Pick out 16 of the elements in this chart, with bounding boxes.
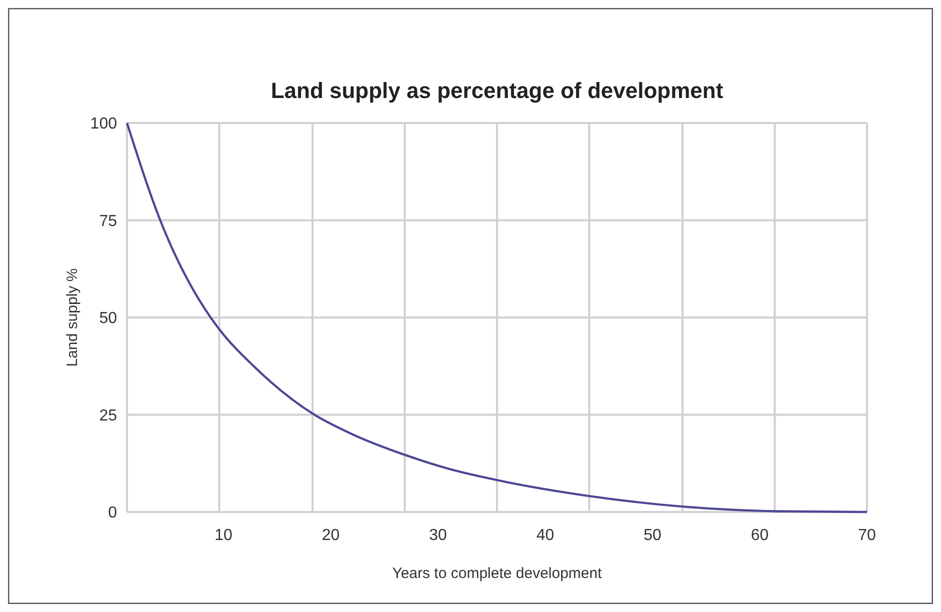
line-series <box>126 122 868 514</box>
x-tick-label: 70 <box>858 527 876 544</box>
x-tick-label: 50 <box>644 527 662 544</box>
x-tick-label: 30 <box>429 527 448 544</box>
y-tick-label: 0 <box>108 504 118 522</box>
x-tick-label: 20 <box>322 527 340 544</box>
x-tick-label: 10 <box>214 527 233 544</box>
x-tick-label: 40 <box>536 527 554 544</box>
x-axis-title: Years to complete development <box>392 565 603 582</box>
y-tick-label: 50 <box>99 310 118 328</box>
y-tick-label: 100 <box>90 116 118 133</box>
chart-title: Land supply as percentage of development <box>270 78 724 103</box>
x-tick-label: 60 <box>750 527 769 544</box>
y-axis-title: Land supply % <box>64 268 81 367</box>
y-tick-label: 25 <box>99 407 118 424</box>
y-tick-label: 75 <box>99 212 118 230</box>
